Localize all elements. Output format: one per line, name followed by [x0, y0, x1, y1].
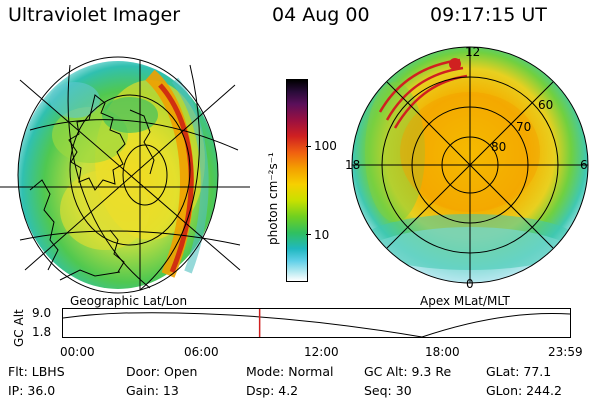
alt-ytick-1_8: 1.8 [32, 325, 52, 339]
lat-label-70: 70 [516, 120, 531, 134]
info-gc-alt: GC Alt: 9.3 Re [364, 364, 452, 379]
alt-xtick-1200: 12:00 [304, 345, 339, 359]
info-filter: Flt: LBHS [8, 364, 65, 379]
mlt-label-12: 12 [465, 45, 480, 59]
geographic-map: Geographic Lat/Lon [0, 56, 250, 294]
info-door: Door: Open [126, 364, 198, 379]
info-gain: Gain: 13 [126, 383, 179, 398]
info-glat: GLat: 77.1 [486, 364, 552, 379]
colorbar-tick-10: 10 [314, 228, 330, 242]
tick-10 [306, 234, 311, 235]
altitude-plot [62, 308, 571, 338]
mlat-mlt-grid [351, 46, 589, 284]
alt-plot-frame [62, 308, 571, 338]
colorbar-tick-100: 100 [314, 139, 337, 153]
apex-map: 12 18 6 0 60 70 80 [345, 45, 589, 291]
observation-time: 09:17:15 UT [430, 4, 547, 26]
color-scale-bar [286, 79, 308, 282]
geo-map-caption: Geographic Lat/Lon [70, 294, 188, 308]
mlt-label-18: 18 [345, 158, 360, 172]
info-glon: GLon: 244.2 [486, 383, 562, 398]
alt-xtick-2359: 23:59 [548, 345, 583, 359]
observation-date: 04 Aug 00 [272, 4, 370, 26]
apex-map-caption: Apex MLat/MLT [420, 294, 510, 308]
info-dsp: Dsp: 4.2 [246, 383, 299, 398]
lat-label-80: 80 [491, 140, 506, 154]
alt-xtick-1800: 18:00 [425, 345, 460, 359]
mlt-label-0: 0 [466, 277, 474, 291]
alt-xtick-0600: 06:00 [184, 345, 219, 359]
tick-100 [306, 146, 311, 147]
latlon-grid [0, 56, 250, 294]
alt-ytick-9: 9.0 [32, 306, 52, 320]
coastlines [29, 94, 155, 281]
info-mode: Mode: Normal [246, 364, 334, 379]
colorbar-unit-label: photon cm⁻²s⁻¹ [266, 152, 280, 245]
altitude-curve [62, 312, 571, 338]
alt-plot-ylabel: GC Alt [12, 309, 26, 347]
info-seq: Seq: 30 [364, 383, 412, 398]
info-ip: IP: 36.0 [8, 383, 56, 398]
mlt-label-6: 6 [580, 158, 588, 172]
alt-xtick-0000: 00:00 [60, 345, 95, 359]
lat-label-60: 60 [538, 98, 553, 112]
instrument-title: Ultraviolet Imager [8, 4, 181, 26]
